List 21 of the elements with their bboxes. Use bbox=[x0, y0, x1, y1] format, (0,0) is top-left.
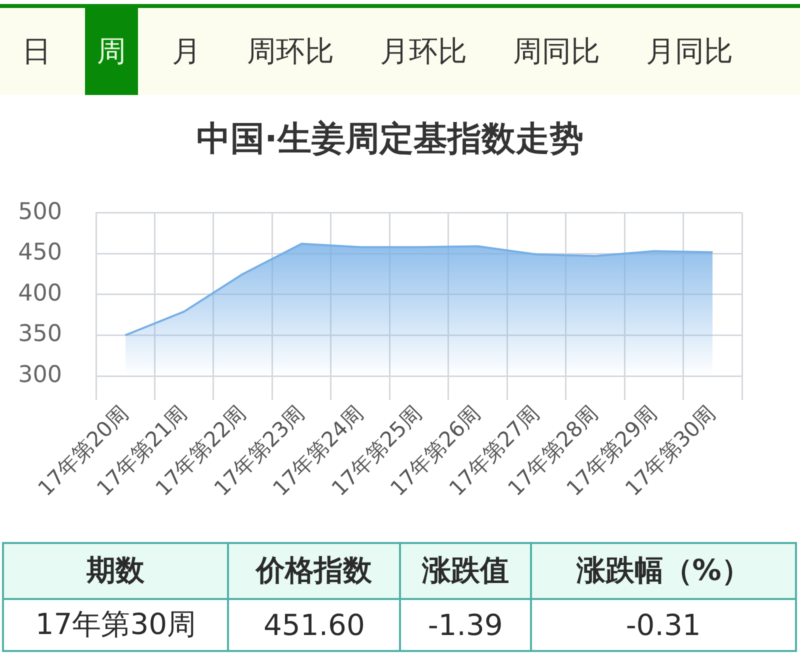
text: 涨跌幅（%） bbox=[576, 552, 750, 589]
text: 月环比 bbox=[380, 32, 467, 70]
text: 451.60 bbox=[263, 608, 365, 642]
text: 17年第30周 bbox=[35, 606, 196, 643]
y-tick-label: 500 bbox=[18, 198, 62, 225]
text: 涨跌值 bbox=[422, 552, 509, 589]
y-tick-label: 450 bbox=[18, 240, 62, 266]
text: 月 bbox=[172, 32, 201, 70]
y-tick-label: 400 bbox=[18, 280, 62, 306]
text: -1.39 bbox=[428, 608, 503, 642]
chart-title: 中国·生姜周定基指数走势 bbox=[196, 119, 584, 159]
text: 周同比 bbox=[513, 32, 600, 70]
selected-tab: 周 bbox=[85, 8, 138, 95]
text: 价格指数 bbox=[256, 552, 372, 589]
text: 期数 bbox=[86, 552, 145, 589]
text: 周环比 bbox=[247, 32, 334, 70]
y-tick-label: 350 bbox=[18, 321, 62, 348]
text: -0.31 bbox=[626, 608, 701, 642]
text: 日 bbox=[22, 32, 51, 70]
text: 月同比 bbox=[646, 32, 733, 70]
y-tick-label: 300 bbox=[18, 362, 62, 388]
